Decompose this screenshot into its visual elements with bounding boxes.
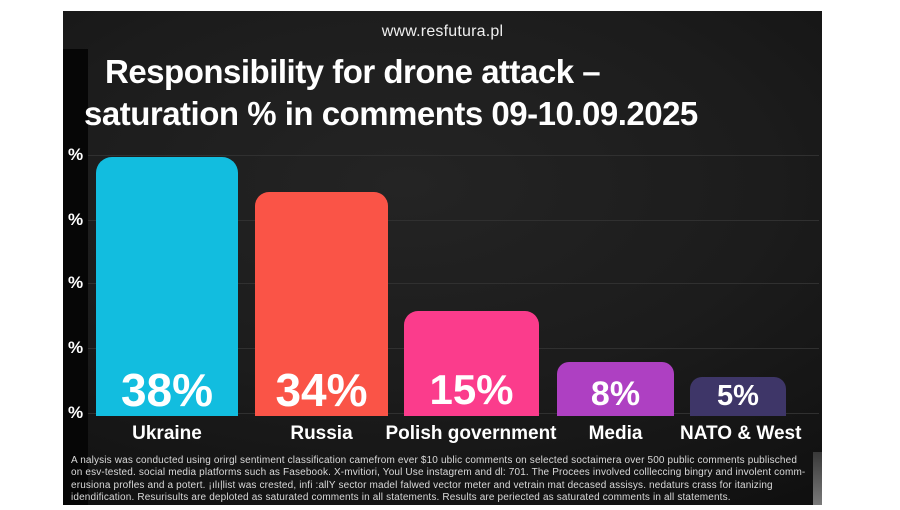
- bar-nato-west: 5%: [690, 377, 786, 416]
- category-label-polish-government: Polish government: [385, 423, 557, 444]
- footnote-line: A nalysis was conducted using orirgl sen…: [71, 455, 798, 466]
- panel-edge-highlight: [813, 452, 822, 505]
- y-axis-tick: %: [67, 403, 84, 422]
- bar-ukraine: 38%: [96, 157, 238, 416]
- gridline: [88, 220, 819, 221]
- y-axis-column: [63, 49, 88, 505]
- gridline: [88, 155, 819, 156]
- bar-value-label: 5%: [717, 380, 759, 412]
- methodology-footnote: A nalysis was conducted using orirgl sen…: [71, 455, 815, 505]
- bar-value-label: 38%: [120, 364, 214, 416]
- category-label-ukraine: Ukraine: [132, 423, 202, 444]
- footnote-line: erusiona profles and a potert. ¡ılıļlist…: [71, 479, 773, 491]
- bar-value-label: 34%: [275, 364, 368, 416]
- infographic-panel: www.resfutura.pl Responsibility for dron…: [63, 11, 822, 505]
- bar-value-label: 8%: [590, 375, 641, 413]
- bar-russia: 34%: [255, 192, 388, 416]
- category-label-russia: Russia: [290, 423, 353, 444]
- bar-media: 8%: [557, 362, 674, 416]
- chart-title-line-2: saturation % in comments 09-10.09.2025: [84, 95, 698, 132]
- category-label-media: Media: [588, 423, 643, 444]
- gridline: [88, 283, 819, 284]
- category-label-nato-west: NATO & West: [680, 423, 802, 444]
- y-axis-tick: %: [67, 338, 84, 357]
- bar-value-label: 15%: [429, 366, 514, 413]
- y-axis-tick: %: [67, 273, 84, 292]
- y-axis-tick: %: [67, 145, 84, 164]
- bar-polish-government: 15%: [404, 311, 539, 416]
- footnote-line: idendification. Resurisults are deploted…: [71, 492, 731, 504]
- chart-title-line-1: Responsibility for drone attack –: [105, 53, 601, 90]
- y-axis-tick: %: [67, 210, 84, 229]
- footnote-line: on esv-tested. social media platforms su…: [71, 467, 806, 479]
- site-url: www.resfutura.pl: [381, 23, 504, 40]
